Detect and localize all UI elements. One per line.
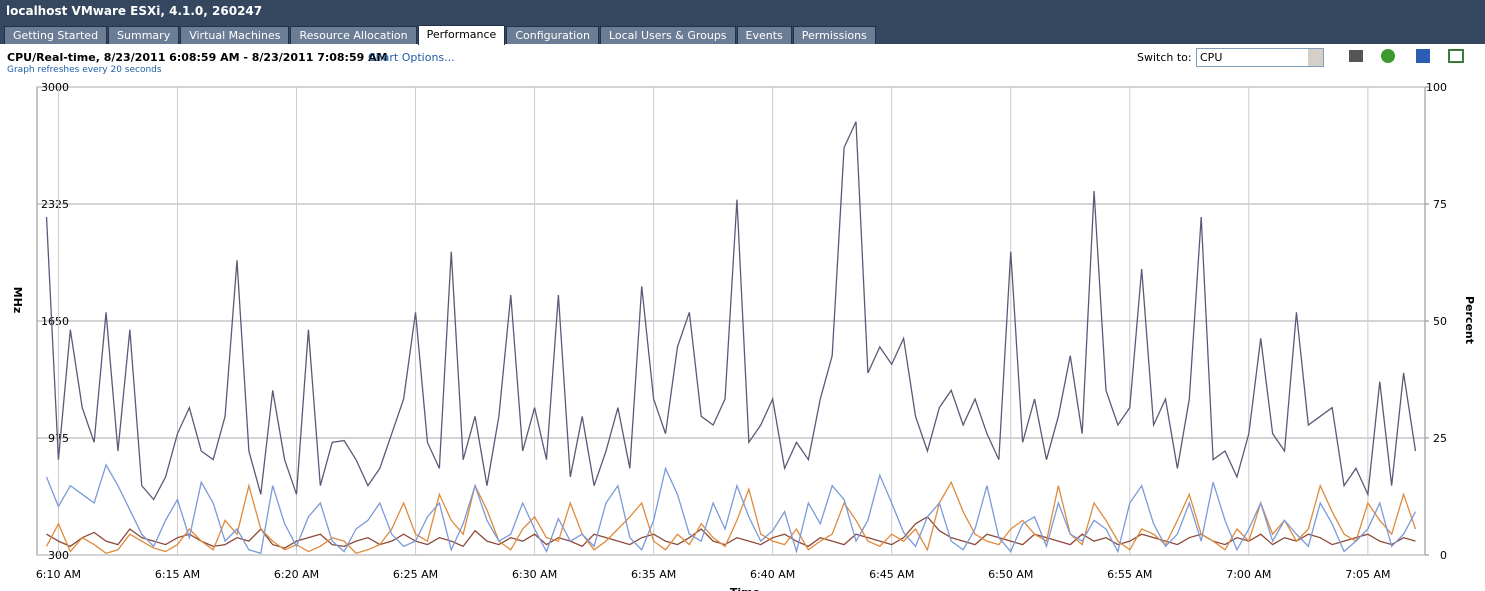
x-tick-label: 6:40 AM — [750, 568, 795, 581]
tab[interactable]: Virtual Machines — [180, 26, 290, 44]
x-tick-label: 6:15 AM — [155, 568, 200, 581]
select-arrow — [1308, 49, 1323, 66]
y2-tick-label: 0 — [1440, 549, 1447, 562]
switch-select[interactable]: CPU — [1196, 48, 1324, 67]
x-tick-label: 6:55 AM — [1107, 568, 1152, 581]
tab[interactable]: Summary — [108, 26, 180, 44]
tab[interactable]: Events — [736, 26, 792, 44]
y2-tick-label: 50 — [1433, 315, 1447, 328]
switch-label: Switch to: — [1137, 51, 1192, 64]
window-title: localhost VMware ESXi, 4.1.0, 260247 — [6, 4, 263, 18]
tab[interactable]: Local Users & Groups — [599, 26, 736, 44]
x-tick-label: 6:20 AM — [274, 568, 319, 581]
tab-bar: Getting Started Summary Virtual Machines Re… — [4, 25, 877, 45]
x-tick-label: 6:25 AM — [393, 568, 438, 581]
chart-options-link[interactable]: Chart Options... — [368, 51, 455, 64]
series-line — [45, 121, 1417, 501]
x-axis-label: Time — [730, 586, 760, 591]
x-tick-label: 6:45 AM — [869, 568, 914, 581]
y-tick-label: 2325 — [41, 198, 69, 211]
y2-tick-label: 25 — [1433, 432, 1447, 445]
y2-tick-label: 75 — [1433, 198, 1447, 211]
x-tick-label: 6:10 AM — [36, 568, 81, 581]
chart-subtitle: Graph refreshes every 20 seconds — [7, 65, 162, 75]
tab[interactable]: Permissions — [792, 26, 876, 44]
tab[interactable]: Configuration — [506, 26, 599, 44]
x-tick-label: 7:00 AM — [1226, 568, 1271, 581]
title-bar: localhost VMware ESXi, 4.1.0, 260247 Get… — [0, 0, 1485, 45]
x-tick-label: 7:05 AM — [1345, 568, 1390, 581]
tab[interactable]: Resource Allocation — [290, 26, 417, 44]
select-value: CPU — [1200, 51, 1223, 64]
y2-axis-label: Percent — [1463, 296, 1476, 344]
series-line — [45, 480, 1417, 554]
series-line — [45, 463, 1417, 555]
y-tick-label: 300 — [48, 549, 69, 562]
tab[interactable]: Performance — [417, 25, 506, 45]
x-tick-label: 6:30 AM — [512, 568, 557, 581]
tab[interactable]: Getting Started — [4, 26, 108, 44]
y-axis-label: MHz — [11, 287, 24, 314]
x-tick-label: 6:50 AM — [988, 568, 1033, 581]
x-tick-label: 6:35 AM — [631, 568, 676, 581]
y-tick-label: 1650 — [41, 315, 69, 328]
chart-title: CPU/Real-time, 8/23/2011 6:08:59 AM - 8/… — [7, 51, 388, 64]
y-tick-label: 3000 — [41, 81, 69, 94]
series-line — [46, 516, 1416, 549]
y2-tick-label: 100 — [1426, 81, 1447, 94]
